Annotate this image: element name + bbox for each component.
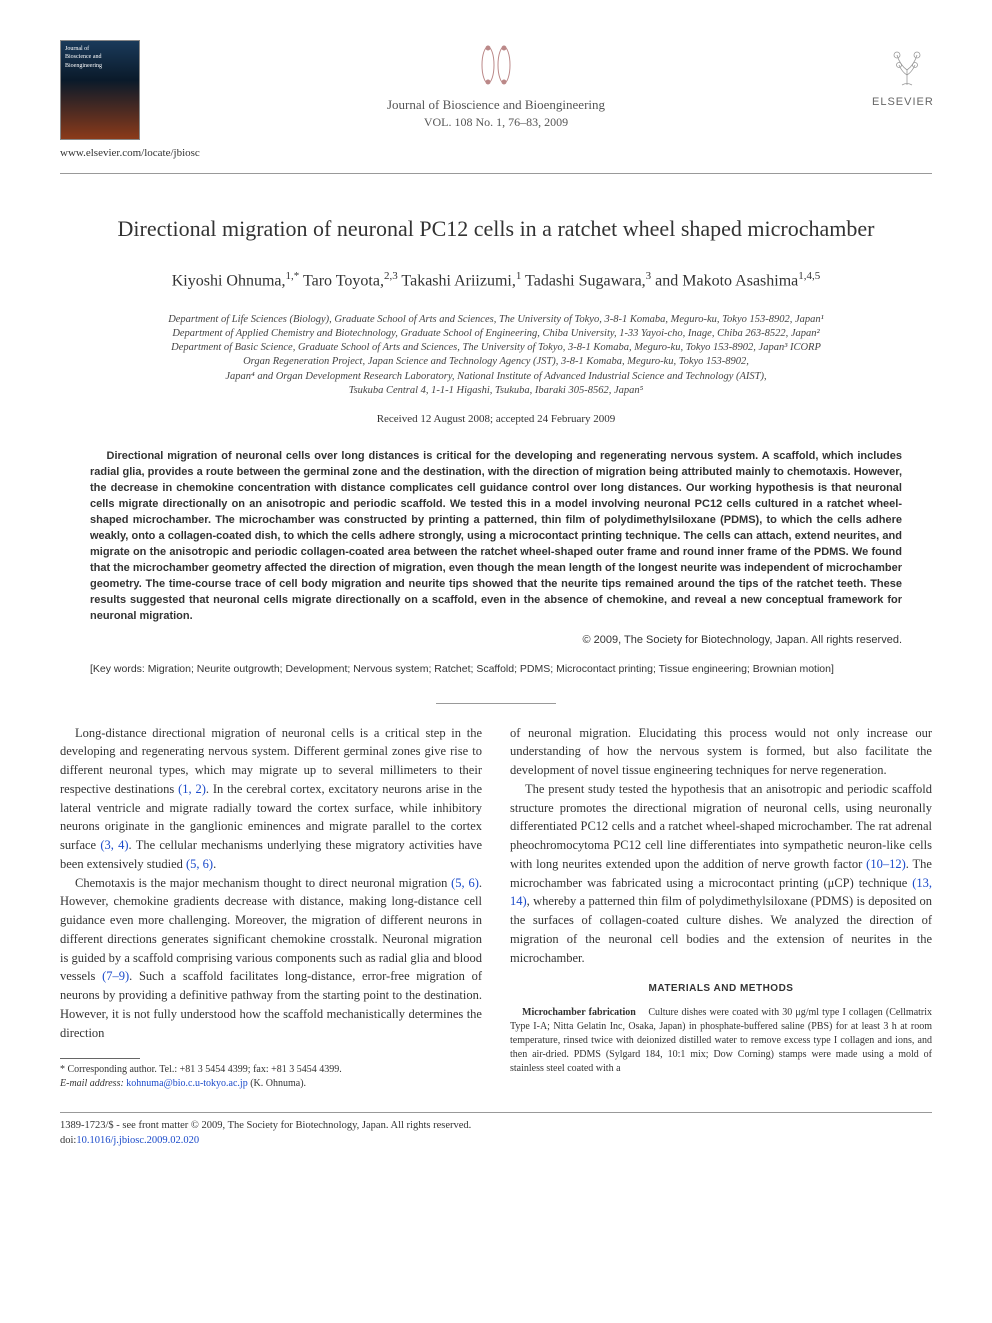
header-rule <box>60 173 932 174</box>
citation-link[interactable]: (1, 2) <box>178 782 206 796</box>
abstract-text: Directional migration of neuronal cells … <box>90 449 902 624</box>
body-text: Chemotaxis is the major mechanism though… <box>75 876 451 890</box>
author-list: Kiyoshi Ohnuma,1,* Taro Toyota,2,3 Takas… <box>60 269 932 293</box>
citation-link[interactable]: (7–9) <box>102 969 129 983</box>
body-paragraph-1: Long-distance directional migration of n… <box>60 724 482 874</box>
received-dates: Received 12 August 2008; accepted 24 Feb… <box>60 412 932 427</box>
footer-copyright: 1389-1723/$ - see front matter © 2009, T… <box>60 1119 932 1134</box>
locate-url: www.elsevier.com/locate/jbiosc <box>60 146 180 161</box>
page-footer: 1389-1723/$ - see front matter © 2009, T… <box>60 1112 932 1148</box>
footnote-text: * Corresponding author. Tel.: +81 3 5454… <box>60 1064 342 1075</box>
journal-cover-thumbnail: Journal of Bioscience and Bioengineering <box>60 40 140 140</box>
journal-volume-line: VOL. 108 No. 1, 76–83, 2009 <box>180 114 812 131</box>
abstract-end-rule <box>436 703 556 704</box>
footnote-rule <box>60 1058 140 1059</box>
methods-subheading: Microchamber fabrication <box>522 1007 636 1018</box>
footer-doi: doi:10.1016/j.jbiosc.2009.02.020 <box>60 1134 932 1149</box>
citation-link[interactable]: (3, 4) <box>100 838 128 852</box>
publisher-name: ELSEVIER <box>872 95 932 110</box>
citation-link[interactable]: (10–12) <box>866 857 906 871</box>
footnote-text: (K. Ohnuma). <box>250 1078 306 1089</box>
body-paragraph-3: of neuronal migration. Elucidating this … <box>510 724 932 780</box>
journal-cover-label: Journal of Bioscience and Bioengineering <box>65 45 135 70</box>
keywords: [Key words: Migration; Neurite outgrowth… <box>90 662 902 677</box>
header-center: Journal of Bioscience and Bioengineering… <box>180 40 812 131</box>
footnote-email-label: E-mail address: <box>60 1078 124 1089</box>
page-header: Journal of Bioscience and Bioengineering… <box>60 40 932 161</box>
sfb-logo-icon <box>476 40 516 90</box>
copyright-line: © 2009, The Society for Biotechnology, J… <box>90 633 902 648</box>
section-heading-materials-methods: MATERIALS AND METHODS <box>510 981 932 996</box>
header-right: ELSEVIER <box>812 40 932 110</box>
header-left: Journal of Bioscience and Bioengineering… <box>60 40 180 161</box>
body-text: . <box>213 857 216 871</box>
article-title: Directional migration of neuronal PC12 c… <box>60 214 932 245</box>
corresponding-author-footnote: * Corresponding author. Tel.: +81 3 5454… <box>60 1063 482 1090</box>
elsevier-logo: ELSEVIER <box>872 40 932 110</box>
citation-link[interactable]: (5, 6) <box>451 876 479 890</box>
citation-link[interactable]: (5, 6) <box>186 857 213 871</box>
article-body: Long-distance directional migration of n… <box>60 724 932 1091</box>
doi-link[interactable]: 10.1016/j.jbiosc.2009.02.020 <box>76 1135 199 1146</box>
journal-name: Journal of Bioscience and Bioengineering <box>180 96 812 114</box>
elsevier-tree-icon <box>882 40 932 90</box>
affiliations: Department of Life Sciences (Biology), G… <box>60 313 932 398</box>
methods-paragraph-1: Microchamber fabrication Culture dishes … <box>510 1006 932 1076</box>
email-link[interactable]: kohnuma@bio.c.u-tokyo.ac.jp <box>126 1078 247 1089</box>
body-text: . However, chemokine gradients decrease … <box>60 876 482 984</box>
body-paragraph-4: The present study tested the hypothesis … <box>510 780 932 968</box>
body-text: , whereby a patterned thin film of polyd… <box>510 894 932 964</box>
abstract: Directional migration of neuronal cells … <box>90 449 902 624</box>
body-paragraph-2: Chemotaxis is the major mechanism though… <box>60 874 482 1043</box>
